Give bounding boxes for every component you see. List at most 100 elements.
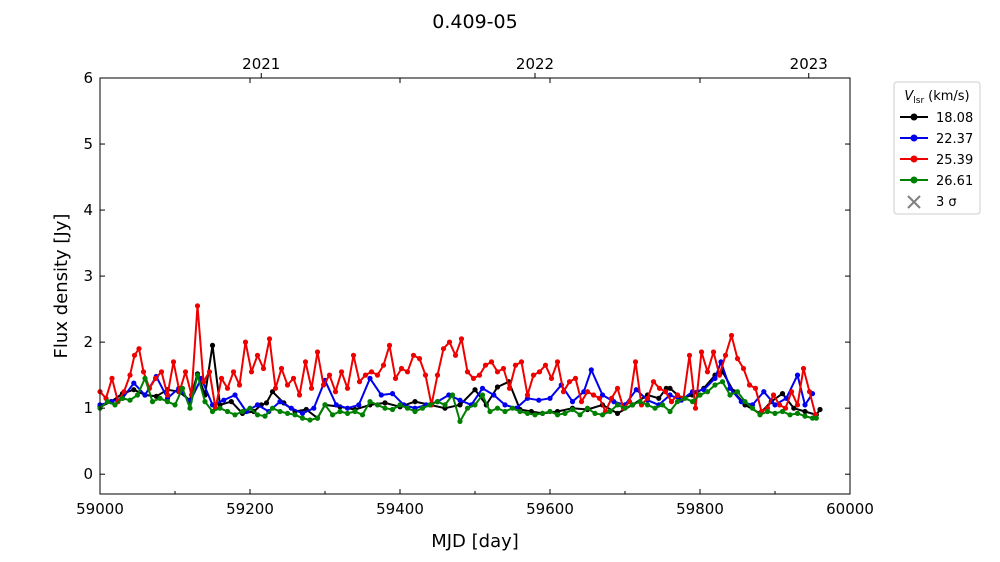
data-point xyxy=(311,405,317,411)
data-point xyxy=(562,410,568,416)
data-point xyxy=(524,392,531,398)
data-point xyxy=(221,397,227,403)
data-point xyxy=(404,369,411,375)
data-point xyxy=(422,372,429,378)
data-point xyxy=(752,385,759,391)
data-point xyxy=(761,389,767,395)
data-point xyxy=(772,402,778,408)
data-point xyxy=(782,405,789,411)
data-point xyxy=(674,392,681,398)
data-point xyxy=(644,395,651,401)
data-point xyxy=(262,413,268,419)
data-point xyxy=(299,410,306,416)
data-point xyxy=(668,399,675,405)
data-point xyxy=(296,392,303,398)
data-point xyxy=(502,408,508,415)
data-point xyxy=(584,405,591,411)
data-point xyxy=(650,379,657,385)
y-tick-label: 3 xyxy=(83,267,93,285)
data-point xyxy=(779,391,786,397)
data-point xyxy=(470,375,477,381)
data-point xyxy=(359,412,366,418)
data-point xyxy=(157,395,163,401)
data-point xyxy=(656,385,663,391)
legend-sigma-marker xyxy=(907,195,921,209)
data-point xyxy=(494,369,501,375)
data-point xyxy=(158,369,165,375)
data-point xyxy=(112,402,118,408)
top-tick-label: 2022 xyxy=(516,55,554,73)
data-point xyxy=(356,379,363,385)
data-point xyxy=(698,349,705,355)
data-point xyxy=(802,408,808,415)
data-point xyxy=(794,410,801,416)
data-point xyxy=(397,402,403,408)
sigma-x-stroke xyxy=(907,195,921,209)
data-point xyxy=(378,392,384,398)
data-point xyxy=(278,365,285,372)
y-axis-label: Flux density [Jy] xyxy=(51,214,72,359)
data-point xyxy=(722,352,729,358)
data-point xyxy=(194,303,201,309)
data-point xyxy=(667,385,673,391)
data-point xyxy=(284,410,291,416)
x-axis: 59000 59200 59400 59600 59800 60000 xyxy=(76,78,874,518)
data-point xyxy=(200,379,207,385)
data-point xyxy=(817,406,823,413)
legend: Vlsr (km/s) 18.08 22.37 25.39 26.61 3 σ xyxy=(893,81,981,215)
data-point xyxy=(539,410,546,416)
data-point xyxy=(802,402,808,408)
data-point xyxy=(412,408,418,415)
data-point xyxy=(109,375,115,381)
data-point xyxy=(716,372,723,378)
data-point xyxy=(802,413,808,419)
data-point xyxy=(290,375,297,381)
data-point xyxy=(779,408,786,415)
data-point xyxy=(509,405,516,411)
data-point xyxy=(367,399,373,405)
legend-sigma-label: 3 σ xyxy=(936,195,957,210)
data-point xyxy=(742,399,748,405)
y-tick-label: 1 xyxy=(83,399,93,417)
data-point xyxy=(772,410,778,416)
data-point xyxy=(728,332,735,339)
data-point xyxy=(374,402,381,408)
data-point xyxy=(692,405,699,411)
data-point xyxy=(164,399,171,405)
data-point xyxy=(218,375,225,381)
x-tick-label: 59800 xyxy=(676,500,724,518)
data-point xyxy=(149,399,156,405)
data-point xyxy=(272,385,279,391)
data-point xyxy=(119,395,126,401)
data-point xyxy=(142,392,148,398)
data-point xyxy=(194,372,201,378)
data-point xyxy=(352,408,358,415)
data-point xyxy=(224,385,231,391)
data-point xyxy=(662,389,669,395)
data-point xyxy=(254,352,261,358)
data-point xyxy=(236,382,243,388)
data-point xyxy=(806,389,813,395)
data-point xyxy=(608,395,615,401)
data-point xyxy=(746,382,753,388)
data-point xyxy=(512,362,519,368)
data-point xyxy=(697,392,703,398)
data-point xyxy=(637,399,643,405)
data-point xyxy=(307,417,313,423)
data-point xyxy=(299,415,306,421)
data-point xyxy=(581,389,587,395)
data-point xyxy=(629,402,636,408)
data-point xyxy=(232,412,238,418)
data-point xyxy=(242,339,249,345)
data-point xyxy=(588,367,594,373)
data-point xyxy=(152,375,159,381)
legend-title-main: V xyxy=(904,89,914,104)
data-point xyxy=(569,406,576,413)
series-3 xyxy=(97,372,819,424)
data-point xyxy=(136,346,142,352)
y-tick-label: 6 xyxy=(83,69,93,87)
data-point xyxy=(217,405,223,411)
data-point xyxy=(644,402,651,408)
data-point xyxy=(659,402,666,408)
